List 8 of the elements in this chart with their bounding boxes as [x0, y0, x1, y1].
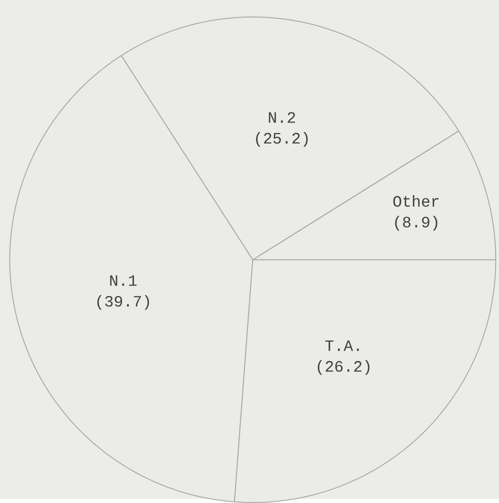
data-label: (25.2) [256, 132, 308, 147]
slice-label: N.2 [268, 112, 296, 123]
data-label: (8.9) [395, 216, 438, 231]
data-label: (39.7) [97, 295, 150, 310]
slice-label: T.A. [325, 340, 359, 351]
data-label: (26.2) [318, 360, 370, 375]
slice-label: N.1 [110, 275, 137, 286]
slice-label: Other [393, 195, 439, 207]
